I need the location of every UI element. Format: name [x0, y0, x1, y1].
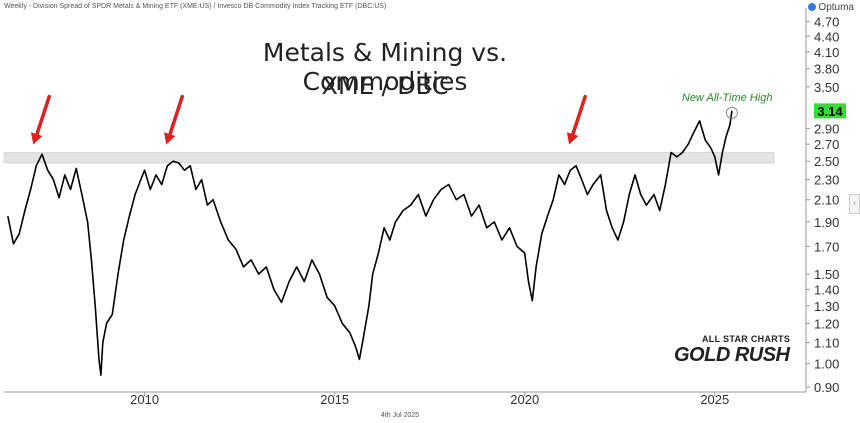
arrow-icon [164, 94, 184, 145]
y-tick-label: 1.50 [814, 267, 839, 282]
y-tick-label: 1.20 [814, 316, 839, 331]
chart-description: Weekly - Division Spread of SPDR Metals … [4, 3, 387, 10]
collapse-panel-button[interactable]: ‹ [849, 194, 860, 214]
brand-name: Optuma [818, 2, 854, 13]
y-tick-label: 2.10 [814, 193, 839, 208]
y-tick-label: 2.70 [814, 137, 839, 152]
resistance-band [3, 152, 775, 164]
arrow-icon [30, 94, 51, 145]
x-tick-label: 2025 [700, 392, 729, 407]
y-tick-label: 1.10 [814, 336, 839, 351]
series-line [7, 110, 733, 376]
footer-date: 4th Jul 2025 [380, 412, 420, 419]
chart-subtitle: XME / DBC [321, 72, 449, 100]
x-tick-label: 2020 [510, 392, 539, 407]
y-tick-label: 2.50 [814, 154, 839, 169]
x-tick-label: 2015 [320, 392, 349, 407]
y-tick-label: 1.00 [814, 357, 839, 372]
y-tick-label: 3.80 [814, 62, 839, 77]
last-value-badge [814, 103, 846, 119]
chart-title: Metals & Mining vs. Commodities [262, 38, 508, 96]
watermark-line1: ALL STAR CHARTS [702, 334, 791, 344]
y-tick-label: 4.70 [814, 15, 839, 30]
y-tick-label: 0.90 [814, 380, 839, 395]
y-tick-label: 2.30 [814, 173, 839, 188]
annotation-label: New All-Time High [682, 92, 773, 104]
high-marker-circle [725, 106, 738, 119]
y-tick-label: 1.70 [814, 239, 839, 254]
y-tick-label: 1.30 [814, 299, 839, 314]
y-tick-label: 4.40 [814, 29, 839, 44]
y-tick-label: 1.90 [814, 215, 839, 230]
last-value-label: 3.14 [817, 104, 843, 119]
brand-logo: Optuma [808, 2, 854, 13]
x-tick-label: 2010 [130, 392, 159, 407]
y-tick-label: 1.40 [814, 282, 839, 297]
optuma-icon [808, 3, 817, 11]
y-tick-label: 3.50 [814, 80, 839, 95]
y-tick-label: 2.90 [814, 121, 839, 136]
arrow-icon [566, 94, 587, 145]
y-tick-label: 4.10 [814, 45, 839, 60]
watermark-line2: GOLD RUSH [674, 344, 790, 366]
